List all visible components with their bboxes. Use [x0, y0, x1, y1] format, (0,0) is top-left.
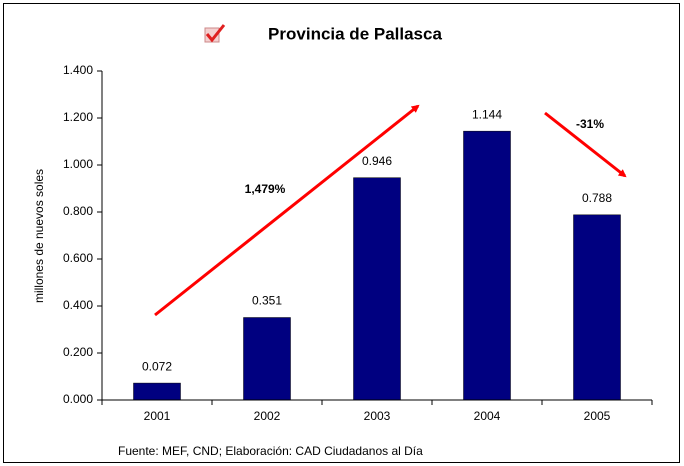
y-axis-label: millones de nuevos soles	[32, 169, 46, 303]
annotation: 1,479%	[245, 182, 286, 196]
value-label: 0.788	[582, 191, 612, 205]
title-icon	[204, 24, 226, 43]
y-tick-label: 1.000	[63, 157, 93, 171]
chart-border	[3, 3, 680, 463]
bar	[243, 317, 291, 401]
value-label: 0.072	[142, 359, 172, 373]
bar	[463, 130, 511, 401]
value-label: 0.946	[362, 154, 392, 168]
bar	[353, 177, 401, 401]
y-tick-label: 0.800	[63, 204, 93, 218]
x-tick-label: 2003	[364, 409, 391, 423]
x-tick-label: 2005	[584, 409, 611, 423]
x-tick-label: 2002	[254, 409, 281, 423]
chart-title: Provincia de Pallasca	[268, 24, 442, 43]
bar	[573, 214, 621, 401]
value-label: 1.144	[472, 107, 502, 121]
y-tick-label: 0.400	[63, 298, 93, 312]
y-tick-label: 1.200	[63, 110, 93, 124]
y-tick-label: 1.400	[63, 63, 93, 77]
y-tick-label: 0.600	[63, 251, 93, 265]
source: Fuente: MEF, CND; Elaboración: CAD Ciuda…	[118, 444, 423, 458]
y-tick-label: 0.000	[63, 392, 93, 406]
y-tick-label: 0.200	[63, 345, 93, 359]
annotation: -31%	[576, 117, 604, 131]
x-tick-label: 2004	[474, 409, 501, 423]
trend-arrow	[154, 104, 420, 317]
trend-arrow	[544, 111, 627, 178]
x-tick-label: 2001	[144, 409, 171, 423]
value-label: 0.351	[252, 294, 282, 308]
bar	[133, 382, 181, 401]
